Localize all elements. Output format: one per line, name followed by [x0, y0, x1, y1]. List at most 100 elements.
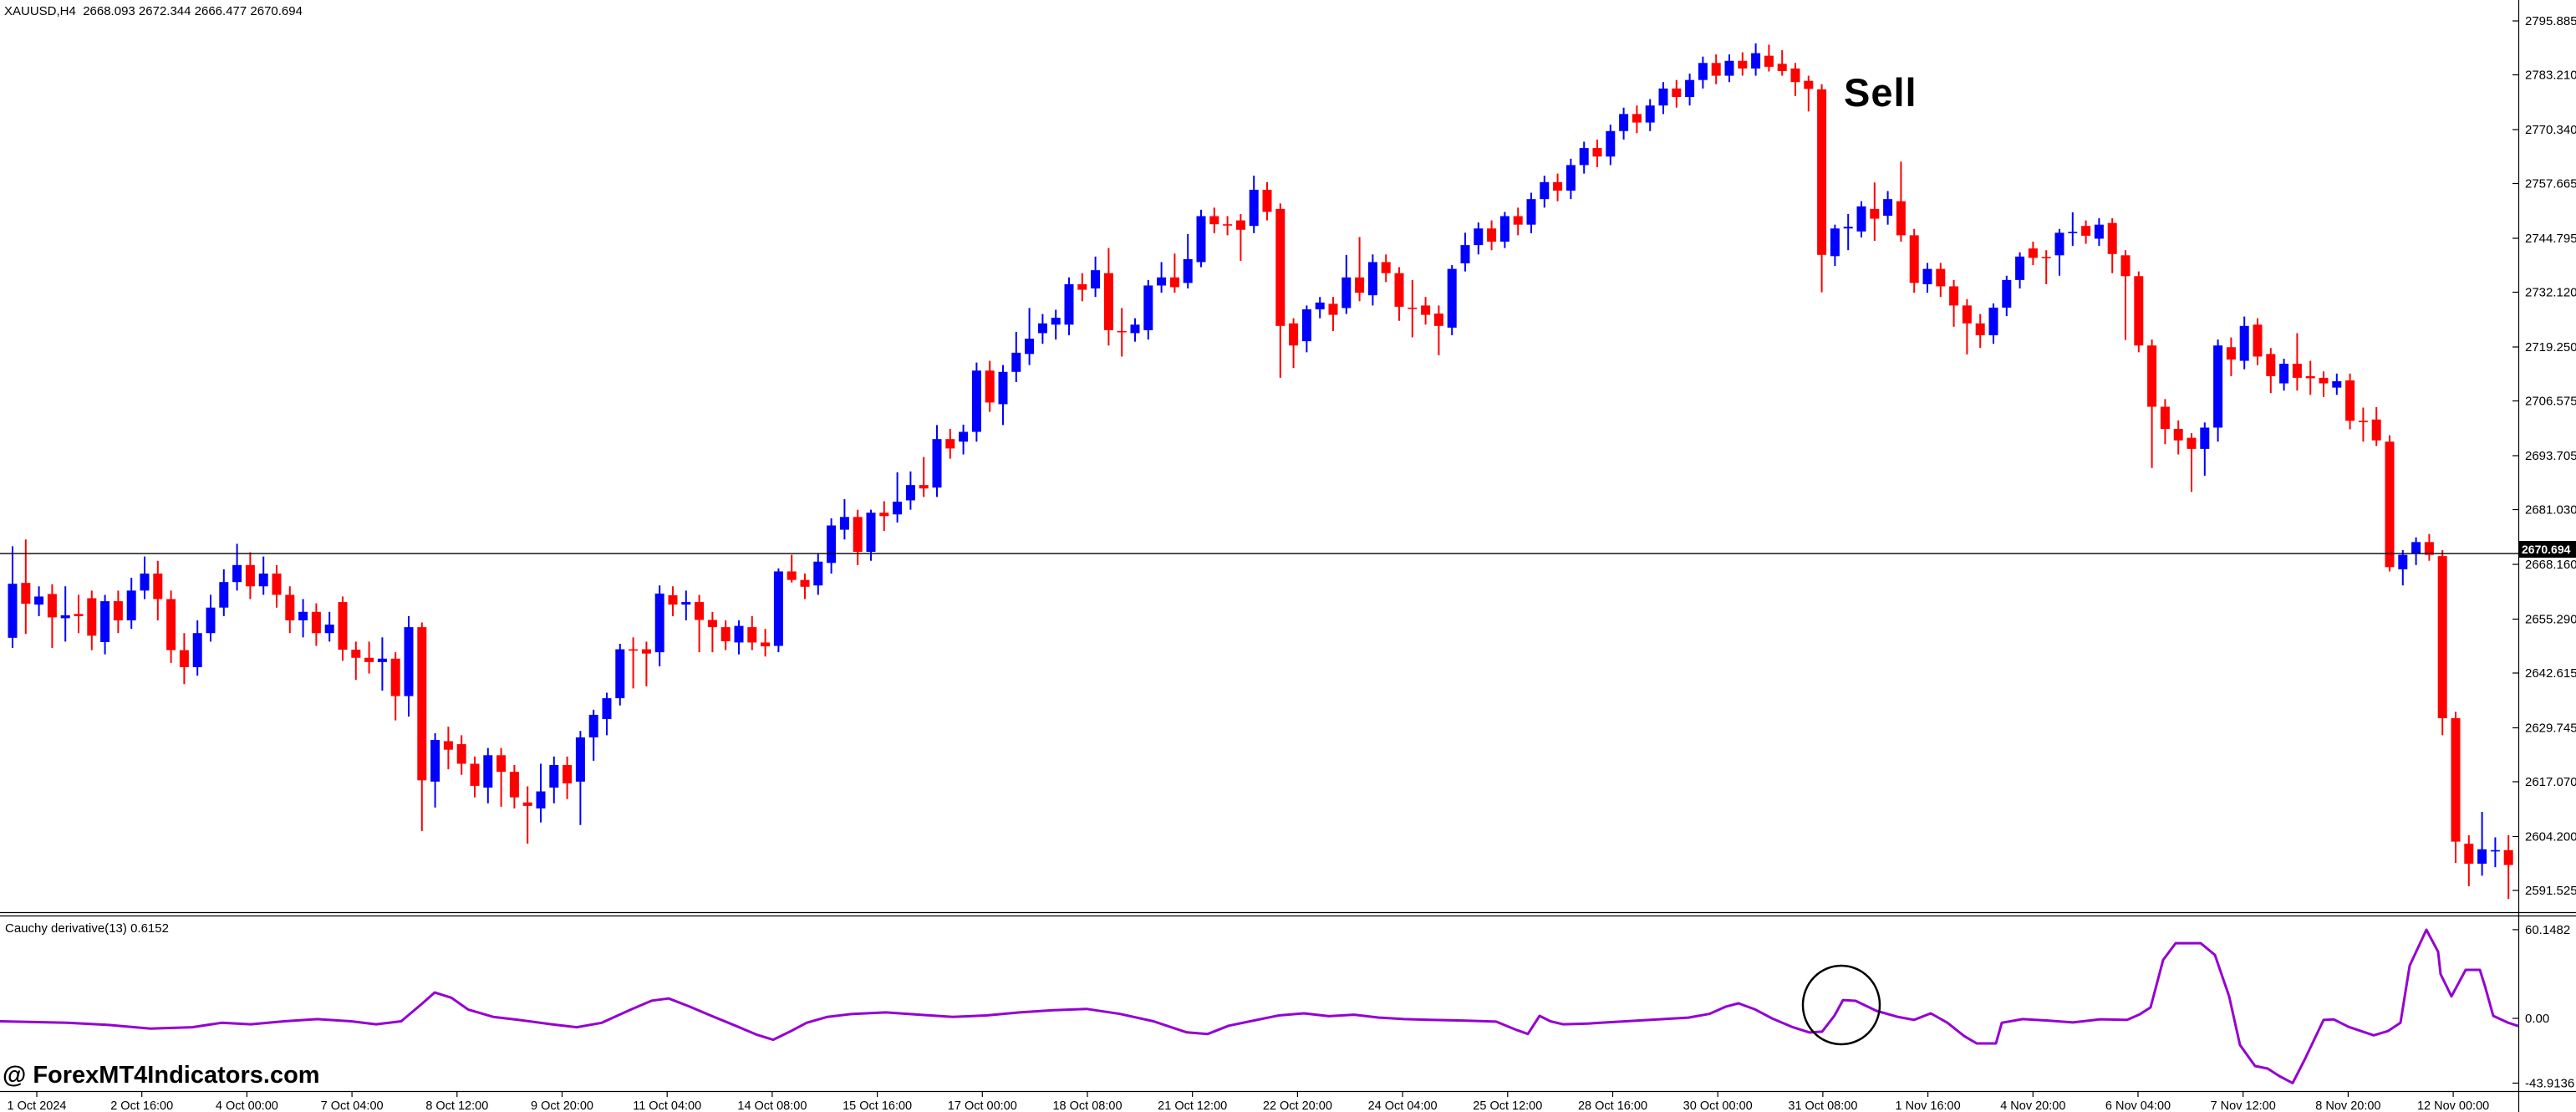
candle-body: [1526, 199, 1536, 225]
circle-annotation: [1801, 964, 1881, 1046]
candle-body: [2173, 428, 2183, 441]
candle-body: [1421, 305, 1431, 315]
time-axis-label: 4 Oct 00:00: [216, 1099, 278, 1112]
candle-body: [827, 525, 837, 564]
candle-body: [430, 739, 440, 782]
candle-body: [1091, 270, 1101, 289]
indicator-axis-label: 0.00: [2525, 1012, 2549, 1026]
candle-body: [1341, 277, 1352, 309]
time-axis-label: 1 Oct 2024: [8, 1099, 67, 1112]
candle-body: [681, 602, 691, 605]
candle-body: [1037, 323, 1047, 334]
candle-body: [1289, 323, 1299, 346]
candle-body: [919, 485, 929, 489]
candle-body: [1540, 181, 1550, 200]
candle-body: [2160, 406, 2170, 429]
time-axis-label: 1 Nov 16:00: [1895, 1099, 1960, 1112]
time-axis-label: 8 Oct 12:00: [425, 1099, 488, 1112]
candle-body: [2002, 279, 2012, 308]
candle-body: [1051, 318, 1061, 325]
candle-body: [1817, 89, 1827, 255]
candle-body: [629, 649, 639, 651]
sell-annotation: Sell: [1844, 70, 1917, 115]
candle-body: [734, 625, 744, 643]
candle-body: [1262, 189, 1272, 212]
candle-body: [1922, 268, 1932, 284]
candle-body: [2213, 345, 2223, 428]
candle-body: [34, 596, 44, 605]
candle-body: [126, 590, 136, 620]
candle-body: [2503, 849, 2513, 865]
candle-body: [404, 627, 414, 696]
candle-body: [1711, 63, 1721, 76]
candle-body: [417, 627, 427, 781]
candle-body: [2041, 257, 2051, 258]
candle-body: [1169, 277, 1179, 288]
candle-body: [2279, 364, 2289, 384]
price-axis-label: 2732.120: [2525, 286, 2576, 300]
price-axis-label: 2681.030: [2525, 503, 2576, 518]
candle-body: [1738, 60, 1748, 69]
candle-body: [2054, 232, 2064, 256]
price-axis-label: 2693.705: [2525, 449, 2576, 463]
candle-body: [1565, 165, 1576, 191]
candle-body: [1579, 148, 1589, 166]
candle-body: [879, 513, 889, 517]
candle-body: [2068, 232, 2078, 233]
candle-body: [1474, 228, 1484, 246]
price-axis-label: 2783.210: [2525, 69, 2576, 83]
candle-body: [311, 611, 321, 634]
candle-body: [1685, 79, 1695, 98]
candle-body: [2134, 276, 2144, 346]
candle-body: [813, 561, 823, 586]
candle-body: [47, 594, 57, 618]
candle-body: [2424, 542, 2434, 555]
time-axis-label: 17 Oct 00:00: [948, 1099, 1017, 1112]
candle-body: [575, 737, 585, 782]
price-axis-label: 2795.885: [2525, 14, 2576, 28]
candle-body: [206, 607, 216, 634]
time-axis-label: 21 Oct 12:00: [1158, 1099, 1227, 1112]
candle-body: [1988, 307, 1998, 336]
candle-body: [2147, 345, 2157, 407]
candle-body: [1394, 273, 1404, 307]
candle-body: [245, 564, 255, 587]
candle-body: [1830, 228, 1840, 257]
candle-body: [2226, 347, 2236, 360]
time-axis-label: 24 Oct 04:00: [1368, 1099, 1438, 1112]
candle-body: [959, 431, 969, 442]
time-axis-label: 25 Oct 12:00: [1473, 1099, 1542, 1112]
candle-body: [641, 649, 651, 654]
candle-body: [1658, 88, 1668, 106]
candle-body: [2358, 421, 2368, 422]
candle-body: [1077, 283, 1087, 290]
candle-body: [1936, 268, 1946, 287]
candle-body: [2015, 256, 2025, 280]
time-axis-label: 12 Nov 00:00: [2417, 1099, 2489, 1112]
candle-body: [1856, 206, 1866, 232]
candle-body: [258, 573, 268, 587]
candle-body: [522, 802, 532, 806]
candle-body: [720, 627, 731, 641]
candle-body: [932, 439, 942, 488]
time-axis-label: 22 Oct 20:00: [1263, 1099, 1332, 1112]
candle-body: [2319, 377, 2329, 384]
candle-body: [945, 439, 955, 449]
candle-body: [2398, 554, 2408, 569]
candle-body: [219, 582, 229, 608]
candle-body: [153, 573, 163, 599]
candle-body: [1460, 245, 1470, 263]
candle-body: [166, 599, 176, 650]
candle-body: [1487, 228, 1497, 242]
candle-body: [1606, 130, 1616, 157]
candle-body: [2451, 718, 2461, 842]
candle-body: [1764, 55, 1774, 67]
candle-body: [456, 744, 466, 764]
candle-body: [1209, 216, 1219, 225]
candle-body: [787, 571, 797, 580]
time-axis-label: 8 Nov 20:00: [2315, 1099, 2380, 1112]
candle-body: [483, 755, 493, 788]
candle-body: [232, 564, 242, 583]
